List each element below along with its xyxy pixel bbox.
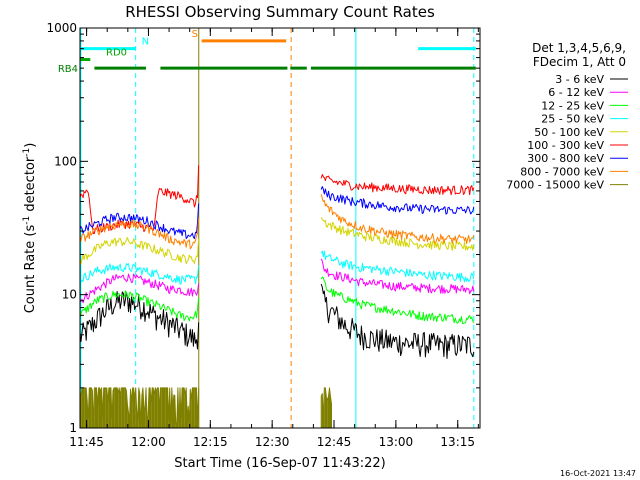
legend-label-6: 300 - 800 keV bbox=[527, 152, 604, 165]
y-axis-label-end: ) bbox=[23, 143, 38, 148]
series-line-4 bbox=[80, 217, 475, 265]
legend-label-1: 6 - 12 keV bbox=[548, 86, 604, 99]
y-axis-label: Count Rate (s-1 detector-1) bbox=[22, 143, 38, 314]
y-axis-label-mid: detector bbox=[23, 156, 38, 216]
legend-header-line2: FDecim 1, Att 0 bbox=[533, 55, 626, 69]
series-line-8 bbox=[80, 387, 332, 428]
series-line-7 bbox=[80, 194, 475, 250]
flag-label-3: S bbox=[192, 29, 198, 40]
legend-label-3: 25 - 50 keV bbox=[541, 113, 604, 126]
legend-label-2: 12 - 25 keV bbox=[541, 99, 604, 112]
y-tick-label-2: 100 bbox=[54, 154, 77, 168]
footer-timestamp: 16-Oct-2021 13:47 bbox=[560, 469, 636, 478]
y-tick-label-0: 1 bbox=[69, 421, 77, 435]
x-tick-label-3: 12:30 bbox=[255, 435, 290, 449]
legend-label-5: 100 - 300 keV bbox=[527, 139, 604, 152]
legend-label-8: 7000 - 15000 keV bbox=[506, 179, 604, 192]
plot-area bbox=[80, 28, 476, 428]
x-tick-label-2: 12:15 bbox=[193, 435, 228, 449]
chart-title: RHESSI Observing Summary Count Rates bbox=[125, 3, 435, 21]
legend-label-0: 3 - 6 keV bbox=[555, 73, 604, 86]
series-line-3 bbox=[80, 250, 475, 285]
series-line-2 bbox=[80, 276, 475, 324]
x-tick-label-0: 11:45 bbox=[69, 435, 104, 449]
x-tick-label-6: 13:15 bbox=[440, 435, 475, 449]
y-axis-label-sup2: -1 bbox=[22, 148, 32, 157]
x-tick-label-4: 12:45 bbox=[317, 435, 352, 449]
legend-label-7: 800 - 7000 keV bbox=[520, 165, 604, 178]
y-tick-label-1: 10 bbox=[62, 288, 77, 302]
y-axis-label-sup1: -1 bbox=[22, 216, 32, 225]
legend-label-4: 50 - 100 keV bbox=[534, 126, 604, 139]
y-axis-label-main: Count Rate (s bbox=[23, 225, 38, 314]
flag-label-2: RB4 bbox=[58, 64, 78, 75]
series-line-6 bbox=[80, 186, 475, 240]
legend-header-line1: Det 1,3,4,5,6,9, bbox=[532, 41, 626, 55]
series-line-1 bbox=[80, 258, 475, 304]
x-axis-label: Start Time (16-Sep-07 11:43:22) bbox=[174, 456, 385, 471]
flag-label-0: N bbox=[142, 37, 149, 48]
legend: Det 1,3,4,5,6,9, FDecim 1, Att 0 3 - 6 k… bbox=[506, 41, 628, 192]
flag-label-1: RD0 bbox=[106, 48, 127, 59]
x-tick-label-5: 13:00 bbox=[379, 435, 414, 449]
y-tick-label-3: 1000 bbox=[46, 21, 77, 35]
x-tick-label-1: 12:00 bbox=[131, 435, 166, 449]
plot-frame bbox=[79, 27, 481, 429]
